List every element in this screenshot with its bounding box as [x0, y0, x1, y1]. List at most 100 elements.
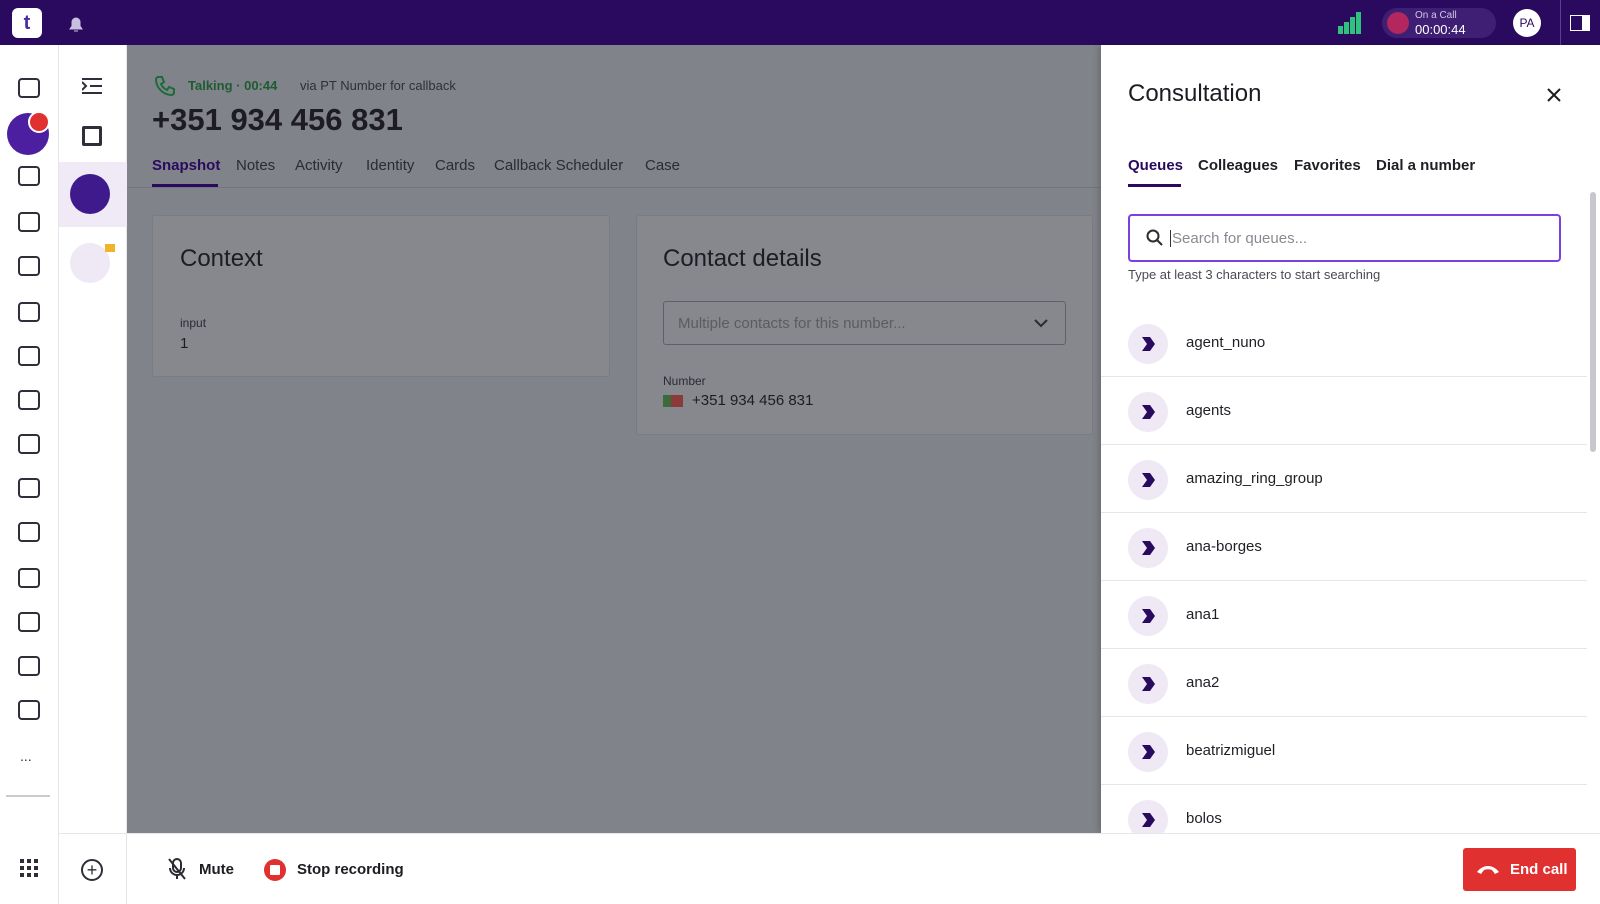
contact-select[interactable] — [663, 301, 1066, 345]
queue-name: ana-borges — [1186, 538, 1262, 555]
badge — [28, 111, 50, 133]
top-bar — [0, 0, 1600, 45]
tab[interactable]: Callback Scheduler — [494, 157, 624, 174]
call-number: +351 934 456 831 — [152, 102, 403, 137]
nav-icon[interactable] — [18, 346, 40, 366]
nav-icon[interactable] — [18, 478, 40, 498]
mail-badge — [105, 244, 115, 252]
nav-icon[interactable] — [18, 212, 40, 232]
stop-recording-label[interactable]: Stop recording — [297, 861, 404, 878]
queue-name: agent_nuno — [1186, 334, 1266, 351]
nav-icon[interactable] — [18, 166, 40, 186]
nav-icon[interactable] — [18, 700, 40, 720]
tab[interactable]: Case — [645, 157, 681, 174]
nav-icon[interactable] — [18, 434, 40, 454]
inbox-icon[interactable] — [82, 126, 102, 146]
panel-icon[interactable] — [1570, 15, 1590, 31]
nav-icon[interactable] — [18, 302, 40, 322]
tab-divider — [127, 187, 1101, 188]
select-placeholder: Multiple contacts for this number... — [678, 315, 906, 332]
queue-row[interactable]: ana-borges — [1101, 513, 1587, 581]
tab-underline — [152, 184, 218, 187]
tab[interactable]: Favorites — [1294, 157, 1361, 174]
queue-name: beatrizmiguel — [1186, 742, 1276, 759]
tab[interactable]: Cards — [435, 157, 476, 174]
logo[interactable]: t — [12, 8, 42, 38]
tab[interactable]: Identity — [366, 157, 415, 174]
mute-label[interactable]: Mute — [199, 861, 234, 878]
nav-icon[interactable] — [18, 612, 40, 632]
queue-icon — [1128, 392, 1168, 432]
queue-icon — [1128, 664, 1168, 704]
context-card — [152, 215, 610, 377]
search-placeholder: Search for queues... — [1170, 230, 1308, 247]
queue-row[interactable]: ana2 — [1101, 649, 1587, 717]
close-icon[interactable] — [1547, 88, 1561, 102]
queue-name: bolos — [1186, 810, 1222, 827]
nav-icon[interactable] — [18, 568, 40, 588]
card-title: Contact details — [663, 245, 822, 272]
status-label: On a Call — [1415, 10, 1457, 21]
queue-name: ana2 — [1186, 674, 1220, 691]
queue-name: ana1 — [1186, 606, 1220, 623]
queue-row[interactable]: amazing_ring_group — [1101, 445, 1587, 513]
bottom-bar — [127, 833, 1600, 904]
tab[interactable]: Activity — [295, 157, 343, 174]
chevron — [1034, 319, 1048, 328]
queue-row[interactable]: beatrizmiguel — [1101, 717, 1587, 785]
search-box[interactable] — [1128, 214, 1561, 262]
queue-row[interactable]: agents — [1101, 377, 1587, 445]
divider — [6, 795, 50, 797]
queue-name: amazing_ring_group — [1186, 470, 1323, 487]
scrollbar — [1590, 192, 1596, 452]
tab[interactable]: Colleagues — [1198, 157, 1279, 174]
flag — [663, 395, 683, 407]
nav-icon[interactable] — [18, 656, 40, 676]
nav-icon[interactable] — [18, 256, 40, 276]
avatar[interactable]: PA — [1513, 9, 1541, 37]
nav-icon[interactable] — [18, 522, 40, 542]
field-value: 1 — [180, 335, 189, 352]
contact-avatar[interactable] — [70, 174, 110, 214]
mute-icon[interactable] — [167, 858, 187, 880]
end-call-label[interactable]: End call — [1510, 861, 1568, 878]
status-dot — [1387, 12, 1409, 34]
tab[interactable]: Dial a number — [1376, 157, 1476, 174]
apps-icon[interactable] — [20, 859, 38, 877]
field-label: input — [180, 316, 207, 330]
tab[interactable]: Queues — [1128, 157, 1184, 174]
tab[interactable]: Snapshot — [152, 157, 221, 174]
queue-name: agents — [1186, 402, 1232, 419]
collapse-icon[interactable] — [82, 78, 102, 94]
nav-icon[interactable] — [18, 390, 40, 410]
queue-icon — [1128, 732, 1168, 772]
hangup-icon — [1477, 866, 1499, 874]
contact-card — [636, 215, 1093, 435]
signal-icon — [1338, 12, 1361, 34]
tab[interactable]: Notes — [236, 157, 276, 174]
divider — [1560, 0, 1561, 45]
add-button[interactable]: + — [81, 859, 103, 881]
contact-number: +351 934 456 831 — [692, 392, 814, 409]
search-hint: Type at least 3 characters to start sear… — [1128, 267, 1381, 282]
queue-row[interactable]: ana1 — [1101, 581, 1587, 649]
search-icon — [1146, 229, 1163, 246]
status-timer: 00:00:44 — [1415, 22, 1466, 37]
call-via: via PT Number for callback — [300, 78, 456, 93]
nav-icon[interactable] — [18, 78, 40, 98]
queue-icon — [1128, 460, 1168, 500]
phone-icon — [155, 76, 175, 96]
contact-avatar[interactable] — [70, 243, 110, 283]
queue-icon — [1128, 324, 1168, 364]
sidebar-more[interactable]: ... — [20, 748, 32, 764]
tab-underline — [1128, 184, 1181, 187]
record-icon[interactable] — [264, 859, 286, 881]
queue-icon — [1128, 596, 1168, 636]
call-state: Talking · 00:44 — [188, 78, 278, 93]
bell-icon[interactable] — [66, 14, 86, 34]
card-title: Context — [180, 245, 263, 272]
main-area — [127, 45, 1101, 833]
queue-row[interactable]: agent_nuno — [1101, 309, 1587, 377]
number-label: Number — [663, 374, 706, 388]
